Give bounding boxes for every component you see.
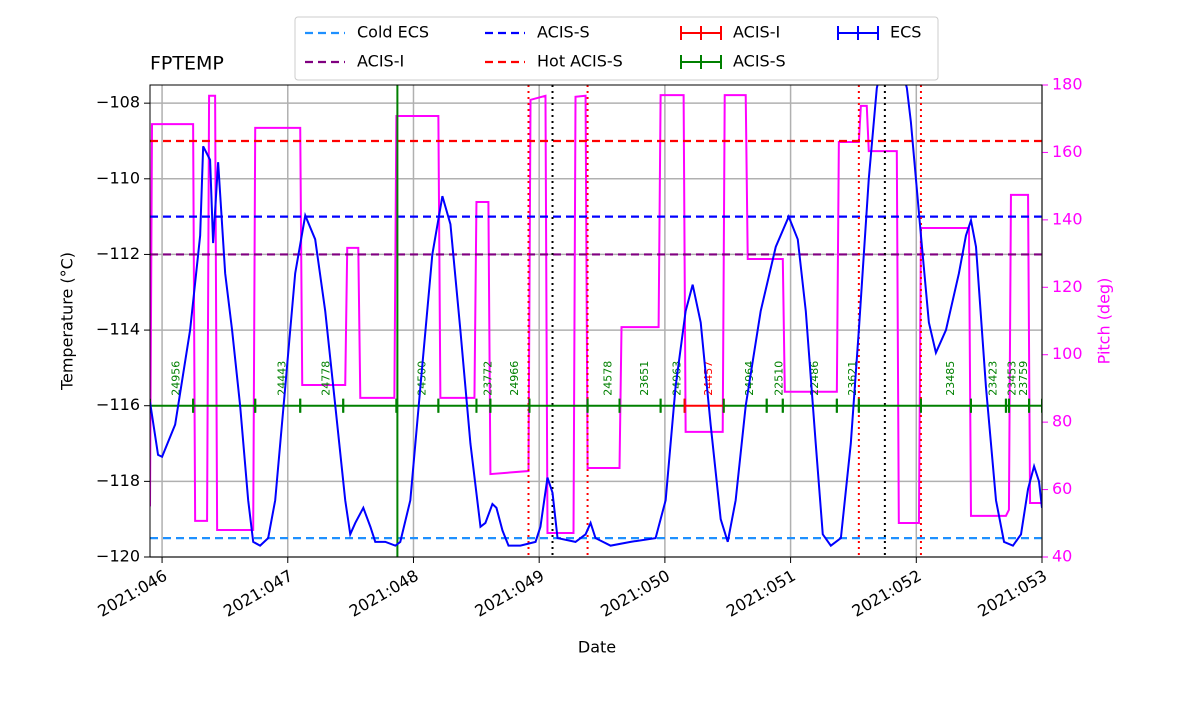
legend: Cold ECS ACIS-I ACIS-S Hot ACIS-S ACIS-I ACIS… — [294, 16, 939, 81]
obsid-label: 24578 — [602, 361, 615, 396]
x-tick-label: 2021:050 — [597, 566, 673, 621]
obsid-label: 23651 — [638, 361, 651, 396]
obsid-label: 22510 — [773, 361, 786, 396]
y2-tick-label: 40 — [1052, 547, 1072, 566]
x-axis-label: Date — [578, 638, 616, 657]
y2-tick-label: 180 — [1052, 75, 1083, 94]
x-tick-label: 2021:053 — [974, 566, 1050, 621]
plot-area: 24956 24443 24778 24500 23772 24966 24578 23651… — [150, 85, 1042, 557]
y-tick-label: −110 — [96, 168, 140, 187]
y2-tick-label: 60 — [1052, 479, 1072, 498]
y2-tick-label: 160 — [1052, 142, 1083, 161]
x-tick-label: 2021:048 — [346, 566, 422, 621]
x-tick-label: 2021:047 — [220, 566, 296, 621]
legend-label: Cold ECS — [357, 23, 429, 42]
grid — [150, 85, 1043, 558]
y-tick-label: −116 — [96, 395, 140, 414]
chart-title: FPTEMP — [150, 53, 224, 75]
obsid-label: 23772 — [481, 361, 494, 396]
x-tick-label: 2021:051 — [723, 566, 799, 621]
y-tick-label: −108 — [96, 93, 140, 112]
obsid-label: 24966 — [508, 361, 521, 396]
legend-label: ECS — [890, 23, 921, 42]
x-tick-label: 2021:046 — [94, 566, 170, 621]
obsid-label: 24956 — [170, 361, 183, 396]
x-tick-label: 2021:052 — [849, 566, 925, 621]
obsid-label: 23485 — [944, 361, 957, 396]
y2-tick-label: 120 — [1052, 277, 1083, 296]
y2-tick-label: 80 — [1052, 412, 1072, 431]
temperature-line — [150, 85, 1042, 548]
y2-tick-label: 140 — [1052, 209, 1083, 228]
x-tick-label: 2021:049 — [472, 566, 548, 621]
legend-box — [294, 16, 939, 81]
y-axis-label: Temperature (°C) — [58, 252, 77, 391]
legend-label: ACIS-I — [357, 52, 404, 71]
obsid-label: 24778 — [320, 361, 333, 396]
obsid-label: 23453 — [1005, 361, 1018, 396]
legend-label: ACIS-S — [537, 23, 590, 42]
obsid-label: 23759 — [1017, 361, 1030, 396]
y2-tick-label: 100 — [1052, 344, 1083, 363]
y2-axis-label: Pitch (deg) — [1095, 278, 1114, 365]
y-tick-label: −118 — [96, 471, 140, 490]
y-tick-label: −120 — [96, 547, 140, 566]
y-tick-label: −112 — [96, 244, 140, 263]
y-tick-label: −114 — [96, 320, 140, 339]
obsid-label: 23423 — [986, 361, 999, 396]
legend-label: ACIS-S — [733, 52, 786, 71]
legend-label: Hot ACIS-S — [537, 52, 623, 71]
pitch-line — [150, 94, 1042, 535]
plot-frame — [149, 84, 1043, 558]
legend-label: ACIS-I — [733, 23, 780, 42]
